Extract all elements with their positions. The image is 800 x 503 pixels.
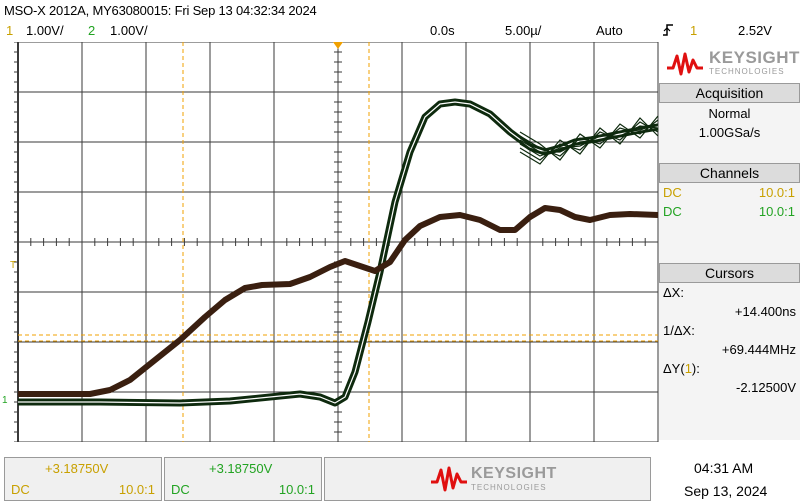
inverse-delta-x-value: +69.444MHz xyxy=(721,342,796,357)
time-delay[interactable]: 0.0s xyxy=(430,23,455,38)
ch1-number[interactable]: 1 xyxy=(6,23,14,38)
time-scale[interactable]: 5.00µ/ xyxy=(505,23,542,38)
sample-rate: 1.00GSa/s xyxy=(698,125,761,140)
keysight-logo-bottom-icon xyxy=(431,466,467,492)
ch1-coupling-bottom: DC xyxy=(11,482,30,497)
cursors-panel: ΔX: +14.400ns 1/ΔX: +69.444MHz ΔY(1): -2… xyxy=(659,283,800,440)
ch2-offset: +3.18750V xyxy=(209,461,273,476)
window-title: MSO-X 2012A, MY63080015: Fri Sep 13 04:3… xyxy=(4,3,317,18)
ch2-probe-bottom: 10.0:1 xyxy=(278,482,315,497)
delta-x-value: +14.400ns xyxy=(734,304,796,319)
trigger-channel[interactable]: 1 xyxy=(690,23,698,38)
ch2-scale[interactable]: 1.00V/ xyxy=(110,23,148,38)
trace-channel-2-overlay xyxy=(18,101,659,404)
brand-logo: KEYSIGHT TECHNOLOGIES xyxy=(659,42,800,82)
channels-panel: DC 10.0:1 DC 10.0:1 xyxy=(659,183,800,263)
channels-header[interactable]: Channels xyxy=(659,163,800,183)
brand-name: KEYSIGHT xyxy=(709,48,800,67)
brand-softkey: KEYSIGHT TECHNOLOGIES xyxy=(324,457,651,501)
cursors-header[interactable]: Cursors xyxy=(659,263,800,283)
trigger-position-marker[interactable] xyxy=(333,42,343,49)
acquisition-mode: Normal xyxy=(708,106,751,121)
trigger-level[interactable]: 2.52V xyxy=(738,23,772,38)
cursor-lines[interactable] xyxy=(18,42,658,442)
ch2-coupling-bottom: DC xyxy=(171,482,190,497)
rising-edge-icon[interactable] xyxy=(662,22,674,41)
ch1-probe: 10.0:1 xyxy=(758,185,795,200)
delta-y-value: -2.12500V xyxy=(736,380,796,395)
trigger-level-marker[interactable]: T xyxy=(10,260,16,271)
delta-y-label: ΔY(1): xyxy=(663,361,700,376)
trace-channel-1 xyxy=(18,205,659,397)
brand-name-bottom: KEYSIGHT xyxy=(471,465,557,482)
clock-date: Sep 13, 2024 xyxy=(684,483,768,499)
ch2-number[interactable]: 2 xyxy=(88,23,96,38)
ch1-coupling: DC xyxy=(663,185,682,200)
trace-persistence xyxy=(519,115,659,165)
ground-marker[interactable]: 1 xyxy=(2,395,8,406)
bottom-bar: +3.18750V DC 10.0:1 +3.18750V DC 10.0:1 … xyxy=(0,445,800,503)
graticule xyxy=(14,42,659,442)
clock-time: 04:31 AM xyxy=(694,460,754,476)
status-bar: 1 1.00V/ 2 1.00V/ 0.0s 5.00µ/ Auto 1 2.5… xyxy=(0,22,800,40)
brand-sub: TECHNOLOGIES xyxy=(709,67,785,76)
trigger-mode[interactable]: Auto xyxy=(596,23,623,38)
ch2-coupling: DC xyxy=(663,204,682,219)
ch1-offset: +3.18750V xyxy=(45,461,109,476)
acquisition-panel: Normal 1.00GSa/s xyxy=(659,103,800,163)
delta-x-label: ΔX: xyxy=(663,285,684,300)
ch1-scale[interactable]: 1.00V/ xyxy=(26,23,64,38)
keysight-logo-icon xyxy=(667,52,703,76)
side-panel: KEYSIGHT TECHNOLOGIES Acquisition Normal… xyxy=(659,42,800,440)
acquisition-header[interactable]: Acquisition xyxy=(659,83,800,103)
ch1-softkey[interactable]: +3.18750V DC 10.0:1 xyxy=(4,457,162,501)
ch2-probe: 10.0:1 xyxy=(758,204,795,219)
ch2-softkey[interactable]: +3.18750V DC 10.0:1 xyxy=(164,457,322,501)
waveform-display[interactable]: T 1 xyxy=(0,42,660,442)
brand-sub-bottom: TECHNOLOGIES xyxy=(471,483,547,492)
ch1-probe-bottom: 10.0:1 xyxy=(118,482,155,497)
inverse-delta-x-label: 1/ΔX: xyxy=(663,323,695,338)
